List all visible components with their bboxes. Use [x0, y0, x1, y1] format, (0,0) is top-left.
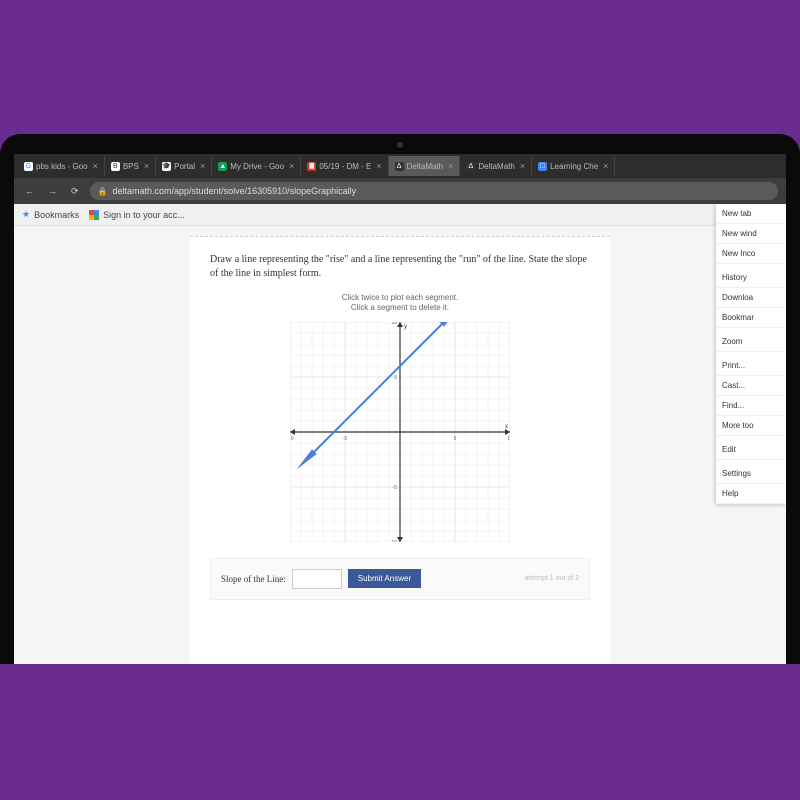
menu-item[interactable]: Bookmar [716, 308, 786, 328]
svg-text:x: x [505, 424, 508, 430]
tab-close-icon[interactable]: × [448, 161, 453, 171]
tab-favicon: □ [538, 162, 547, 171]
tab-label: pbs kids - Goo [36, 162, 88, 171]
browser-tab[interactable]: □Learning Che × [532, 156, 615, 176]
browser-tab[interactable]: Gpbs kids - Goo × [18, 156, 105, 176]
back-button[interactable]: ← [22, 186, 37, 196]
bookmarks-button[interactable]: ★ Bookmarks [22, 209, 79, 220]
url-box[interactable]: 🔒 deltamath.com/app/student/solve/163059… [90, 182, 778, 200]
url-text: deltamath.com/app/student/solve/16305910… [113, 186, 357, 196]
content-area: Draw a line representing the "rise" and … [14, 226, 786, 664]
graph-container: -10 -10 -5 -5 5 5 10 10 x y [210, 322, 590, 542]
tab-close-icon[interactable]: × [144, 161, 149, 171]
menu-item[interactable]: New wind [716, 224, 786, 244]
tab-close-icon[interactable]: × [603, 161, 608, 171]
tab-label: Learning Che [550, 162, 598, 171]
svg-text:5: 5 [454, 436, 457, 442]
tab-label: BPS [123, 162, 139, 171]
menu-item[interactable]: Help [716, 484, 786, 504]
menu-item[interactable]: Edit [716, 440, 786, 460]
tab-label: My Drive - Goo [230, 162, 284, 171]
star-icon: ★ [22, 209, 30, 220]
menu-item[interactable]: More too [716, 416, 786, 436]
problem-card: Draw a line representing the "rise" and … [190, 236, 610, 664]
bookmarks-bar: ★ Bookmarks Sign in to your acc... [14, 204, 786, 226]
tab-favicon: Δ [395, 162, 404, 171]
browser-tab[interactable]: ΔDeltaMath × [389, 156, 461, 176]
apps-icon [89, 210, 99, 220]
submit-button[interactable]: Submit Answer [348, 569, 421, 588]
svg-text:5: 5 [394, 375, 397, 381]
camera-dot [397, 142, 403, 148]
tab-close-icon[interactable]: × [93, 161, 98, 171]
browser-tab[interactable]: 📋05/19 - DM - E × [301, 156, 388, 176]
svg-text:-10: -10 [290, 436, 294, 442]
menu-item[interactable]: History [716, 268, 786, 288]
tab-close-icon[interactable]: × [289, 161, 294, 171]
tab-close-icon[interactable]: × [376, 161, 381, 171]
answer-row: Slope of the Line: Submit Answer attempt… [210, 558, 590, 600]
address-bar: ← → ⟳ 🔒 deltamath.com/app/student/solve/… [14, 178, 786, 204]
tab-close-icon[interactable]: × [520, 161, 525, 171]
tab-favicon: G [24, 162, 33, 171]
slope-graph[interactable]: -10 -10 -5 -5 5 5 10 10 x y [290, 322, 510, 542]
tab-favicon: ▲ [218, 162, 227, 171]
svg-text:-5: -5 [393, 485, 398, 491]
browser-tab[interactable]: ▲My Drive - Goo × [212, 156, 301, 176]
hint1: Click twice to plot each segment. [210, 293, 590, 303]
answer-label: Slope of the Line: [221, 574, 286, 584]
tab-close-icon[interactable]: × [200, 161, 205, 171]
svg-text:-5: -5 [343, 436, 348, 442]
lock-icon: 🔒 [98, 187, 108, 196]
menu-item[interactable]: New Inco [716, 244, 786, 264]
slope-input[interactable] [292, 569, 342, 589]
browser-tab[interactable]: ΔDeltaMath × [460, 156, 532, 176]
tab-label: 05/19 - DM - E [319, 162, 371, 171]
menu-item[interactable]: Find... [716, 396, 786, 416]
screen: Gpbs kids - Goo×BBPS×🎓Portal×▲My Drive -… [14, 154, 786, 664]
tab-favicon: B [111, 162, 120, 171]
menu-item[interactable]: Print... [716, 356, 786, 376]
browser-menu: New tabNew windNew Inco HistoryDownloaBoo… [716, 204, 786, 504]
menu-item[interactable]: Downloa [716, 288, 786, 308]
tab-favicon: 📋 [307, 162, 316, 171]
bookmarks-label: Bookmarks [34, 210, 79, 220]
signin-label: Sign in to your acc... [103, 210, 185, 220]
tab-favicon: 🎓 [162, 162, 171, 171]
svg-text:y: y [404, 324, 407, 330]
hint2: Click a segment to delete it. [210, 303, 590, 313]
menu-item[interactable]: Cast... [716, 376, 786, 396]
browser-tab[interactable]: 🎓Portal × [156, 156, 212, 176]
laptop-frame: Gpbs kids - Goo×BBPS×🎓Portal×▲My Drive -… [0, 134, 800, 664]
svg-text:10: 10 [507, 436, 510, 442]
tab-label: DeltaMath [407, 162, 443, 171]
forward-button[interactable]: → [45, 186, 60, 196]
svg-text:10: 10 [391, 322, 397, 326]
tab-bar: Gpbs kids - Goo×BBPS×🎓Portal×▲My Drive -… [14, 154, 786, 178]
reload-button[interactable]: ⟳ [68, 186, 82, 197]
browser-tab[interactable]: BBPS × [105, 156, 156, 176]
tab-favicon: Δ [466, 162, 475, 171]
signin-bookmark[interactable]: Sign in to your acc... [89, 210, 185, 220]
tab-label: DeltaMath [478, 162, 514, 171]
menu-item[interactable]: Zoom [716, 332, 786, 352]
tab-label: Portal [174, 162, 195, 171]
menu-item[interactable]: Settings [716, 464, 786, 484]
instruction-text: Draw a line representing the "rise" and … [210, 253, 590, 281]
attempt-label: attempt 1 out of 2 [525, 575, 579, 582]
menu-item[interactable]: New tab [716, 204, 786, 224]
svg-text:-10: -10 [390, 540, 397, 542]
hint-text: Click twice to plot each segment. Click … [210, 293, 590, 314]
